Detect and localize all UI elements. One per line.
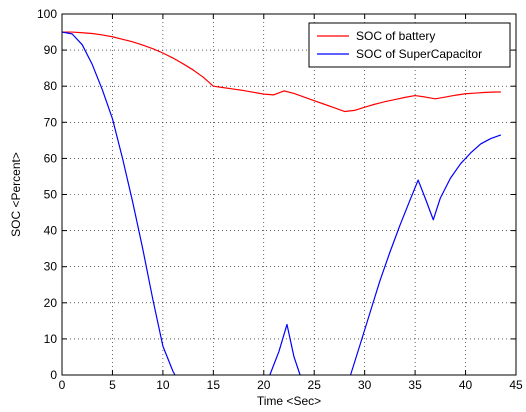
- y-tick-label: 50: [44, 188, 58, 202]
- axis-ticks: 0 5 10 15 20 25 30 35 40 45 0 10 20 30 40 50 60 70 80 90 100: [37, 7, 523, 392]
- legend: SOC of battery SOC of SuperCapacitor: [308, 22, 511, 68]
- legend-box: [308, 22, 511, 68]
- series-group: [61, 31, 502, 376]
- x-tick-label: 30: [358, 378, 372, 392]
- x-tick-label: 0: [59, 378, 66, 392]
- grid-lines: [62, 14, 516, 375]
- x-tick-label: 25: [308, 378, 322, 392]
- x-tick-label: 40: [459, 378, 473, 392]
- y-tick-label: 10: [44, 332, 58, 346]
- legend-label-battery: SOC of battery: [356, 29, 435, 43]
- series-line-battery: [62, 31, 501, 113]
- x-tick-label: 10: [156, 378, 170, 392]
- x-axis-label: Time <Sec>: [257, 394, 321, 408]
- series-line-supercapacitor: [61, 31, 502, 376]
- y-tick-label: 90: [44, 43, 58, 57]
- y-tick-label: 0: [50, 368, 57, 382]
- y-tick-label: 70: [44, 115, 58, 129]
- y-tick-label: 30: [44, 260, 58, 274]
- x-tick-label: 20: [257, 378, 271, 392]
- y-tick-label: 100: [37, 7, 57, 21]
- x-tick-label: 45: [509, 378, 523, 392]
- y-tick-label: 20: [44, 296, 58, 310]
- y-tick-label: 40: [44, 224, 58, 238]
- y-axis-label: SOC <Percent>: [9, 152, 23, 237]
- x-tick-label: 5: [109, 378, 116, 392]
- y-tick-label: 80: [44, 79, 58, 93]
- plot-area: [62, 14, 516, 375]
- x-tick-label: 35: [408, 378, 422, 392]
- y-tick-label: 60: [44, 151, 58, 165]
- x-tick-label: 15: [207, 378, 221, 392]
- legend-label-supercapacitor: SOC of SuperCapacitor: [356, 47, 482, 61]
